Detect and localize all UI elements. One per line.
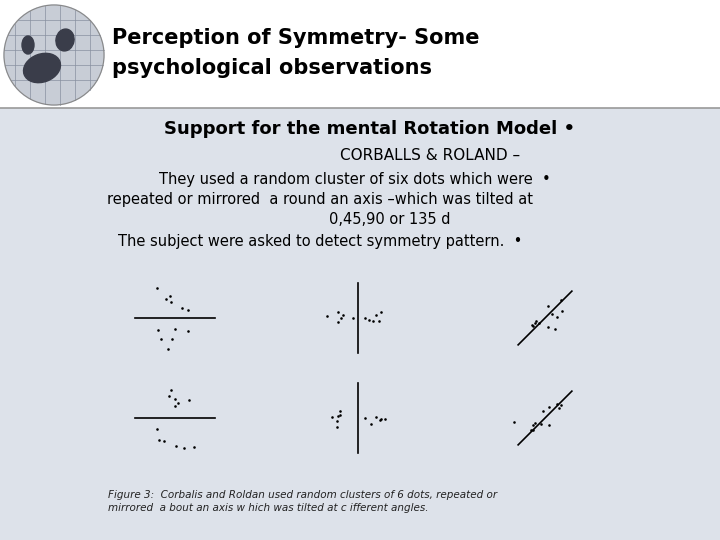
Point [347, 313, 359, 322]
Point [553, 404, 564, 413]
Point [549, 325, 560, 333]
Point [332, 417, 343, 426]
Point [166, 386, 177, 395]
Point [544, 403, 555, 411]
Point [359, 414, 371, 422]
Point [332, 411, 343, 420]
Point [508, 417, 520, 426]
Point [158, 437, 170, 446]
Ellipse shape [24, 53, 60, 83]
Point [182, 306, 194, 314]
Point [176, 304, 188, 313]
Text: mirrored  a bout an axis w hich was tilted at c ifferent angles.: mirrored a bout an axis w hich was tilte… [108, 503, 428, 513]
Point [374, 416, 386, 424]
Point [153, 436, 165, 445]
Point [151, 425, 163, 434]
Ellipse shape [56, 29, 74, 51]
Point [182, 327, 194, 335]
FancyBboxPatch shape [0, 0, 720, 108]
Point [334, 410, 346, 419]
Point [551, 313, 562, 322]
Point [537, 407, 549, 415]
Point [335, 313, 346, 322]
Point [555, 401, 567, 409]
Point [527, 320, 539, 329]
Point [165, 298, 176, 306]
Point [544, 421, 555, 429]
Point [527, 426, 539, 434]
Point [331, 422, 343, 431]
Point [374, 316, 385, 325]
Circle shape [4, 5, 104, 105]
Point [152, 326, 163, 334]
Text: Support for the mental Rotation Model •: Support for the mental Rotation Model • [164, 120, 575, 138]
Point [536, 420, 547, 429]
Point [326, 413, 338, 421]
Point [375, 414, 387, 423]
Point [170, 441, 181, 450]
Point [173, 399, 184, 408]
Point [183, 396, 194, 404]
Text: 0,45,90 or 135 d: 0,45,90 or 135 d [329, 212, 451, 227]
Text: repeated or mirrored  a round an axis –which was tilted at: repeated or mirrored a round an axis –wh… [107, 192, 533, 207]
Point [321, 312, 333, 320]
Point [365, 420, 377, 428]
Point [178, 444, 189, 453]
Point [364, 315, 375, 324]
Point [529, 319, 541, 327]
Text: The subject were asked to detect symmetry pattern.  •: The subject were asked to detect symmetr… [118, 234, 522, 249]
Point [163, 392, 174, 401]
Point [379, 415, 391, 423]
Point [169, 395, 181, 403]
Point [334, 406, 346, 415]
Point [371, 310, 382, 319]
Point [150, 284, 162, 293]
Point [529, 418, 541, 427]
Point [370, 413, 382, 421]
Point [189, 442, 200, 451]
Point [161, 294, 172, 303]
Text: CORBALLS & ROLAND –: CORBALLS & ROLAND – [340, 148, 520, 163]
Point [359, 313, 371, 322]
Point [163, 345, 174, 353]
Text: psychological observations: psychological observations [112, 58, 432, 78]
Point [164, 292, 176, 300]
Point [546, 310, 558, 319]
Point [527, 322, 539, 330]
Text: They used a random cluster of six dots which were  •: They used a random cluster of six dots w… [159, 172, 551, 187]
Ellipse shape [22, 36, 34, 54]
Point [367, 317, 379, 326]
Point [333, 307, 344, 316]
Point [337, 310, 348, 319]
Point [155, 335, 166, 343]
Point [375, 308, 387, 316]
Point [533, 319, 544, 327]
Point [526, 426, 537, 435]
Point [527, 421, 539, 429]
Point [166, 334, 177, 343]
Text: Figure 3:  Corbalis and Roldan used random clusters of 6 dots, repeated or: Figure 3: Corbalis and Roldan used rando… [108, 490, 497, 500]
Point [168, 325, 180, 333]
Point [542, 301, 554, 310]
Point [551, 399, 562, 408]
Text: Perception of Symmetry- Some: Perception of Symmetry- Some [112, 28, 480, 48]
Point [332, 318, 343, 327]
Point [169, 401, 181, 410]
Point [542, 322, 554, 331]
Point [555, 295, 567, 304]
Point [530, 317, 541, 326]
Point [557, 307, 568, 316]
